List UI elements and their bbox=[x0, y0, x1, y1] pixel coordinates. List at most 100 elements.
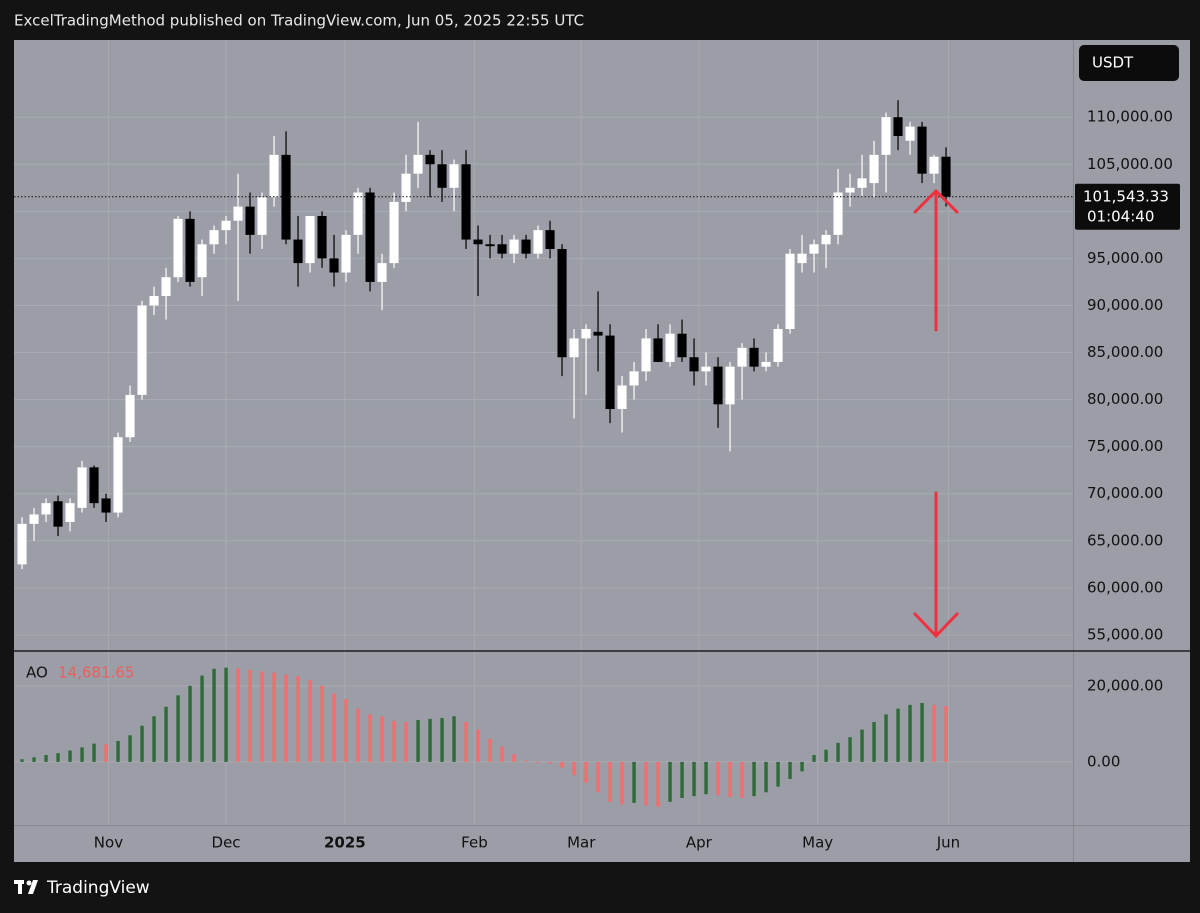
ao-bar bbox=[356, 708, 360, 762]
ao-bar bbox=[380, 716, 384, 762]
ao-bar bbox=[308, 680, 312, 762]
candle-body bbox=[113, 437, 123, 513]
ao-bar bbox=[572, 761, 576, 776]
candle-body bbox=[341, 234, 351, 273]
candle-body bbox=[761, 361, 771, 367]
candle-body bbox=[365, 192, 375, 282]
ao-bar bbox=[104, 744, 108, 762]
ao-bar bbox=[704, 761, 708, 795]
candle-body bbox=[29, 514, 39, 524]
y-tick-label: 55,000.00 bbox=[1087, 625, 1163, 643]
ao-bar bbox=[404, 721, 408, 762]
ao-bar bbox=[320, 685, 324, 762]
candle-body bbox=[473, 239, 483, 245]
ao-bar bbox=[752, 761, 756, 797]
ao-bar bbox=[584, 761, 588, 783]
y-tick-label: 80,000.00 bbox=[1087, 390, 1163, 408]
ao-bar bbox=[428, 718, 432, 762]
ao-bar bbox=[836, 742, 840, 762]
candle-body bbox=[77, 467, 87, 508]
candle-body bbox=[401, 173, 411, 202]
candle-body bbox=[41, 503, 51, 515]
candle-body bbox=[797, 253, 807, 264]
candle-body bbox=[317, 216, 327, 259]
candle-body bbox=[461, 164, 471, 240]
header-title: ExcelTradingMethod published on TradingV… bbox=[14, 12, 584, 30]
candle-body bbox=[677, 333, 687, 358]
candle-body bbox=[569, 338, 579, 358]
ao-bar bbox=[116, 740, 120, 762]
candle-body bbox=[941, 156, 951, 197]
ao-bar bbox=[560, 761, 564, 768]
candle-body bbox=[557, 248, 567, 358]
ao-bar bbox=[296, 676, 300, 762]
y-tick-label: 105,000.00 bbox=[1087, 155, 1173, 173]
axes: Nov Dec 2025 Feb Mar Apr May Jun 110,000.00 105,0… bbox=[94, 108, 1180, 852]
candle-body bbox=[161, 277, 171, 297]
candle-body bbox=[137, 305, 147, 395]
candle-body bbox=[281, 154, 291, 240]
y-tick-label: 60,000.00 bbox=[1087, 578, 1163, 596]
ao-legend-value: 14,681.65 bbox=[58, 664, 134, 682]
candle-body bbox=[437, 164, 447, 188]
ao-bar bbox=[800, 761, 804, 772]
ao-bar bbox=[20, 759, 24, 762]
ao-bar bbox=[776, 761, 780, 787]
ao-bar bbox=[536, 761, 540, 763]
ao-bar bbox=[488, 739, 492, 762]
footer-logo bbox=[14, 880, 38, 894]
candle-body bbox=[701, 366, 711, 372]
candle-body bbox=[449, 164, 459, 188]
ao-bar bbox=[212, 668, 216, 762]
logo-part bbox=[18, 880, 22, 894]
x-tick-label: Mar bbox=[567, 834, 596, 852]
candle-body bbox=[821, 234, 831, 245]
ao-bar bbox=[872, 721, 876, 762]
candle-body bbox=[617, 385, 627, 410]
ao-bar bbox=[884, 714, 888, 762]
ao-bar bbox=[344, 699, 348, 762]
candle-body bbox=[785, 253, 795, 329]
candle-body bbox=[185, 218, 195, 282]
ao-bar bbox=[260, 671, 264, 762]
y-tick-label: 95,000.00 bbox=[1087, 249, 1163, 267]
candle-body bbox=[605, 335, 615, 410]
annotation-arrows bbox=[913, 188, 959, 639]
candle-body bbox=[377, 263, 387, 282]
candle-body bbox=[917, 126, 927, 174]
ao-legend-name: AO bbox=[26, 664, 48, 682]
currency-button[interactable] bbox=[1079, 45, 1179, 81]
ao-bar bbox=[500, 746, 504, 762]
candle-body bbox=[665, 333, 675, 362]
candle-body bbox=[713, 366, 723, 405]
candle-body bbox=[545, 230, 555, 249]
candle-body bbox=[497, 244, 507, 254]
candle-body bbox=[65, 503, 75, 522]
ao-bar bbox=[80, 747, 84, 762]
ao-bar bbox=[920, 702, 924, 762]
last-price-label: 101,543.33 bbox=[1083, 187, 1169, 205]
candle-body bbox=[809, 244, 819, 254]
candle-body bbox=[353, 192, 363, 235]
ao-bar bbox=[128, 735, 132, 762]
ao-bar bbox=[440, 718, 444, 762]
ao-bar bbox=[620, 761, 624, 805]
ao-bar bbox=[896, 708, 900, 762]
ao-bar bbox=[944, 706, 948, 762]
y-tick-label: 85,000.00 bbox=[1087, 343, 1163, 361]
x-tick-label: Dec bbox=[212, 834, 241, 852]
y-tick-label: 70,000.00 bbox=[1087, 484, 1163, 502]
last-price-box bbox=[1075, 183, 1180, 230]
ao-bar bbox=[44, 755, 48, 762]
ao-bar bbox=[332, 693, 336, 762]
y-tick-label: 65,000.00 bbox=[1087, 531, 1163, 549]
ao-bar bbox=[224, 667, 228, 762]
x-tick-label: 2025 bbox=[324, 834, 366, 852]
ao-bar bbox=[728, 761, 732, 797]
candle-body bbox=[245, 206, 255, 235]
ao-bar bbox=[392, 720, 396, 762]
candle-body bbox=[53, 501, 63, 527]
candle-body bbox=[269, 154, 279, 198]
y-tick-label: 90,000.00 bbox=[1087, 296, 1163, 314]
